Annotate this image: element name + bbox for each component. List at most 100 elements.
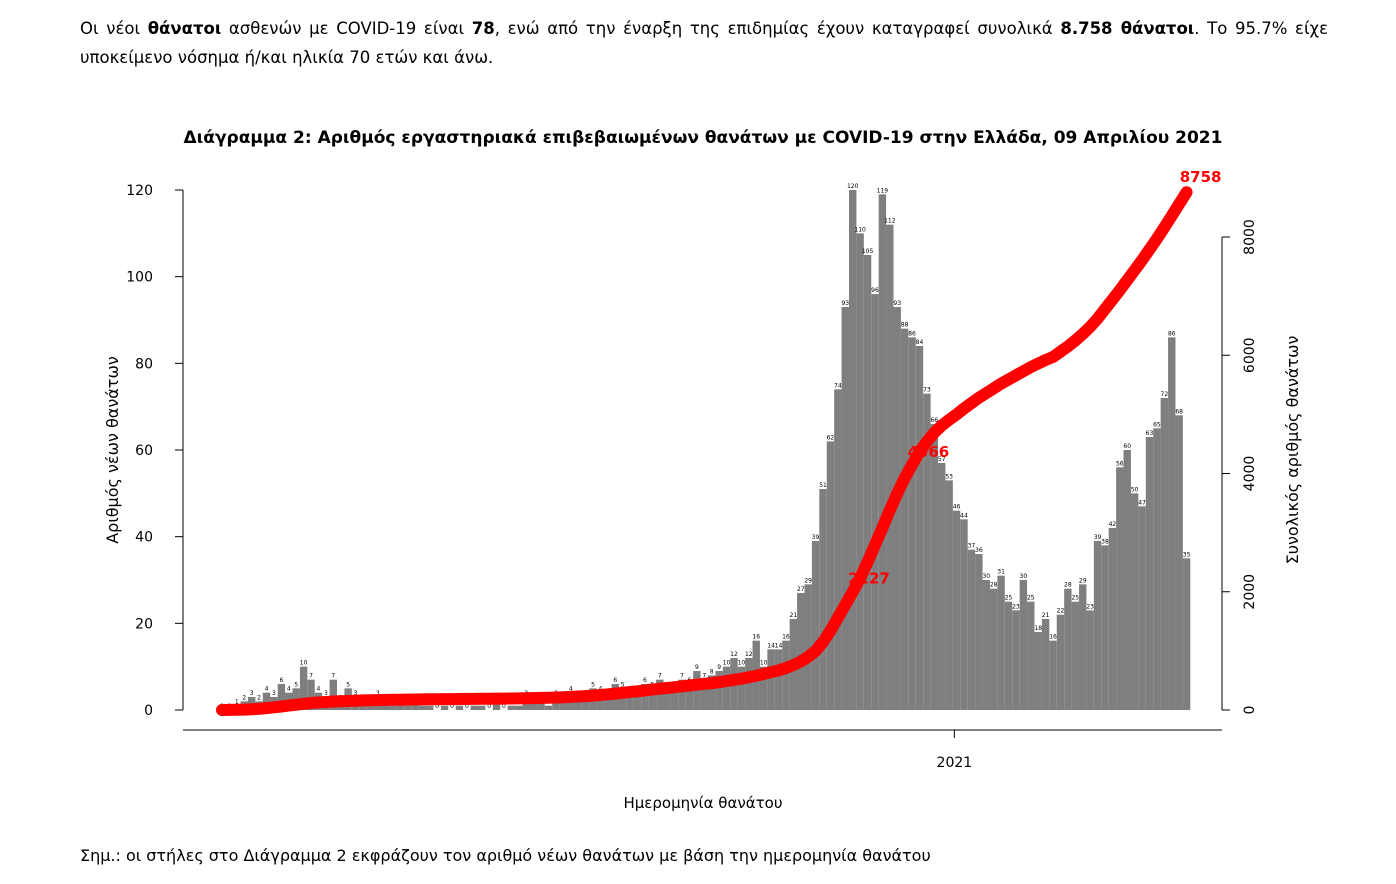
bar — [1064, 588, 1072, 710]
bar-value-label: 12 — [745, 651, 753, 658]
bar — [388, 705, 397, 710]
bar — [767, 649, 775, 710]
bar — [737, 666, 746, 710]
bar-value-label: 63 — [1146, 430, 1154, 437]
bar-value-label: 25 — [1027, 595, 1035, 602]
bar — [923, 393, 931, 710]
bar-value-label: 46 — [953, 504, 961, 511]
bar — [1175, 415, 1183, 710]
text: , ενώ από την έναρξη της επιδημίας έχουν… — [494, 19, 1061, 38]
bar — [997, 575, 1005, 710]
bar — [1160, 398, 1169, 710]
y-tick-label: 40 — [135, 530, 153, 546]
bar-value-label: 53 — [945, 473, 953, 480]
bar — [403, 705, 412, 710]
bar-value-label: 62 — [827, 434, 835, 441]
bar — [863, 255, 872, 710]
bar — [945, 480, 953, 710]
bar-value-label: 3 — [250, 690, 254, 697]
bar — [759, 666, 768, 710]
bar — [908, 337, 916, 710]
bar — [329, 679, 338, 710]
bar — [515, 705, 523, 710]
bar — [1012, 610, 1020, 710]
bar-value-label: 0 — [450, 703, 454, 710]
bar-value-label: 23 — [1012, 603, 1020, 610]
bar-value-label: 3 — [324, 690, 328, 697]
bar-value-label: 86 — [908, 330, 916, 337]
bar-value-label: 56 — [1116, 460, 1124, 467]
bar — [1079, 584, 1087, 710]
bar-value-label: 10 — [723, 660, 731, 667]
bar — [529, 701, 538, 710]
cumulative-line — [216, 186, 1193, 716]
bar-value-label: 84 — [916, 339, 924, 346]
bar — [886, 224, 894, 710]
bar — [1101, 545, 1109, 710]
bar-value-label: 4 — [265, 686, 269, 693]
chart-title: Διάγραμμα 2: Αριθμός εργαστηριακά επιβεβ… — [184, 128, 1223, 148]
bar — [581, 697, 590, 710]
bar — [1093, 541, 1102, 710]
bar — [663, 692, 671, 710]
line-annotation: 8758 — [1180, 168, 1222, 186]
y2-tick-label: 4000 — [1242, 456, 1258, 492]
footnote: Σημ.: οι στήλες στο Διάγραμμα 2 εκφράζου… — [80, 846, 931, 865]
bar-value-label: 88 — [901, 322, 909, 329]
bar-value-label: 74 — [834, 382, 842, 389]
bar-value-label: 112 — [884, 218, 896, 225]
bar — [700, 679, 709, 710]
text: ασθενών με COVID-19 είναι — [221, 19, 472, 38]
y-tick-label: 20 — [135, 616, 153, 632]
bar — [411, 701, 419, 710]
bar-value-label: 9 — [695, 664, 699, 671]
bar — [930, 424, 939, 710]
y2-tick-label: 6000 — [1242, 337, 1258, 373]
text: Οι νέοι — [80, 19, 148, 38]
bar — [455, 705, 464, 710]
bar — [871, 294, 879, 710]
bar — [418, 705, 427, 710]
bar-value-label: 1 — [235, 699, 239, 706]
bar-value-label: 16 — [1049, 634, 1057, 641]
y-tick-label: 60 — [135, 443, 153, 459]
bar-value-label: 36 — [975, 547, 983, 554]
x-axis-label: Ημερομηνία θανάτου — [623, 794, 782, 812]
bar — [277, 684, 286, 710]
y2-axis-label: Συνολικός αριθμός θανάτων — [1283, 336, 1302, 565]
bar-value-label: 105 — [862, 248, 874, 255]
bar — [834, 389, 842, 710]
bar-value-label: 51 — [819, 482, 827, 489]
bar — [559, 701, 568, 710]
bar-value-label: 7 — [658, 673, 662, 680]
bar — [774, 649, 783, 710]
bar-value-label: 3 — [354, 690, 358, 697]
bar — [440, 705, 449, 710]
bar — [1019, 580, 1028, 710]
bar — [507, 705, 516, 710]
bar-value-label: 7 — [309, 673, 313, 680]
bar — [1027, 601, 1035, 710]
y2-tick-label: 0 — [1242, 706, 1258, 715]
bar — [848, 190, 857, 710]
bar — [745, 658, 753, 710]
bar — [670, 688, 679, 710]
bar-value-label: 3 — [272, 690, 276, 697]
bar — [633, 697, 642, 710]
bar-value-label: 10 — [760, 660, 768, 667]
bar — [708, 675, 716, 710]
bar-value-label: 14 — [775, 642, 783, 649]
bar-value-label: 0 — [487, 703, 491, 710]
bar-value-label: 93 — [841, 300, 849, 307]
bar-value-label: 120 — [847, 183, 859, 190]
bar-value-label: 119 — [877, 187, 889, 194]
bar-value-label: 16 — [782, 634, 790, 641]
bar-value-label: 16 — [752, 634, 760, 641]
bar-value-label: 5 — [621, 681, 625, 688]
bar — [492, 701, 501, 710]
bar — [967, 549, 976, 710]
bar — [782, 640, 790, 710]
bar — [544, 705, 553, 710]
bar — [804, 584, 812, 710]
bar-value-label: 29 — [804, 577, 812, 584]
